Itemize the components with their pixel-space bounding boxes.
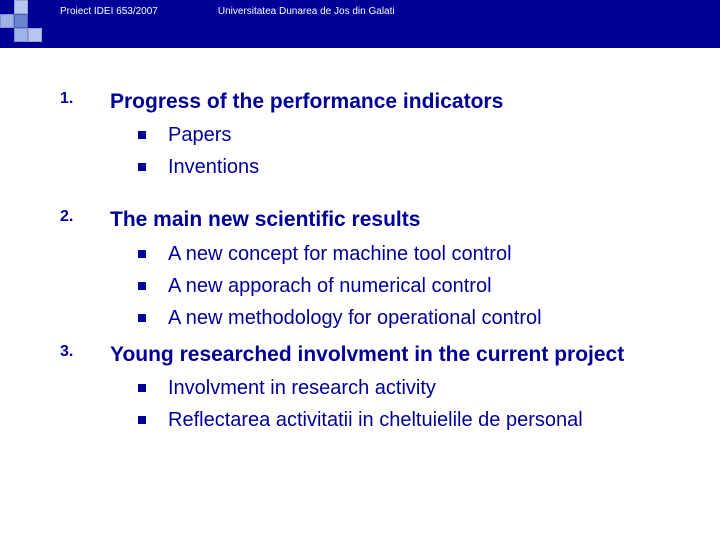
- section-2: 2. The main new scientific results A new…: [60, 206, 680, 348]
- list-item-text: Inventions: [168, 154, 259, 180]
- list-item-text: A new apporach of numerical control: [168, 273, 492, 299]
- list-item-text: Papers: [168, 122, 231, 148]
- header-right-text: Universitatea Dunarea de Jos din Galati: [218, 6, 395, 17]
- list-item: Inventions: [138, 154, 680, 180]
- section-title: Young researched involvment in the curre…: [110, 341, 680, 369]
- section-number: 2.: [60, 206, 110, 226]
- section-number: 1.: [60, 88, 110, 108]
- list-item: Papers: [138, 122, 680, 148]
- list-item: Reflectarea activitatii in cheltuielile …: [138, 407, 680, 433]
- section-title: The main new scientific results: [110, 206, 680, 234]
- section-number: 3.: [60, 341, 110, 361]
- list-item-text: Involvment in research activity: [168, 375, 436, 401]
- square-bullet-icon: [138, 163, 146, 171]
- list-item-text: A new methodology for operational contro…: [168, 305, 542, 331]
- header-left-text: Proiect IDEI 653/2007: [60, 6, 158, 17]
- square-bullet-icon: [138, 416, 146, 424]
- square-bullet-icon: [138, 384, 146, 392]
- list-item: A new apporach of numerical control: [138, 273, 680, 299]
- square-bullet-icon: [138, 131, 146, 139]
- section-3: 3. Young researched involvment in the cu…: [60, 341, 680, 451]
- square-bullet-icon: [138, 250, 146, 258]
- list-item: A new methodology for operational contro…: [138, 305, 680, 331]
- square-bullet-icon: [138, 282, 146, 290]
- slide-content: 1. Progress of the performance indicator…: [0, 48, 720, 475]
- header-decor: [0, 0, 42, 42]
- section-1: 1. Progress of the performance indicator…: [60, 88, 680, 198]
- list-item-text: Reflectarea activitatii in cheltuielile …: [168, 407, 583, 433]
- list-item: A new concept for machine tool control: [138, 241, 680, 267]
- list-item-text: A new concept for machine tool control: [168, 241, 512, 267]
- list-item: Involvment in research activity: [138, 375, 680, 401]
- section-title: Progress of the performance indicators: [110, 88, 680, 116]
- square-bullet-icon: [138, 314, 146, 322]
- slide-header: Proiect IDEI 653/2007 Universitatea Duna…: [0, 0, 720, 48]
